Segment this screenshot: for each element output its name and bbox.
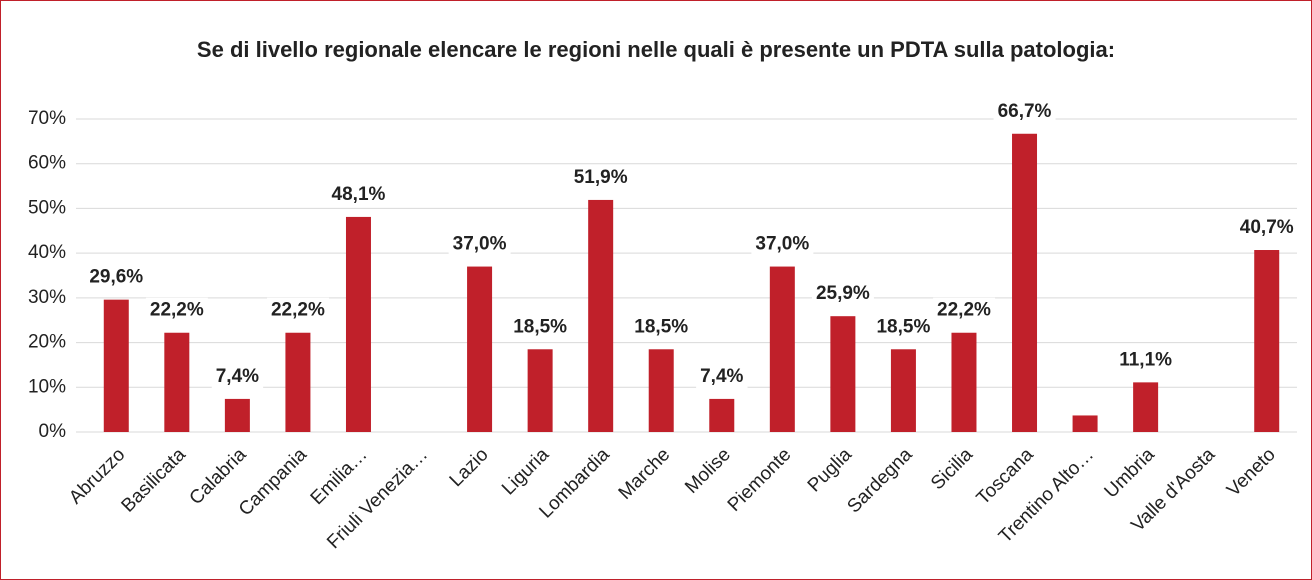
y-tick-label: 10%: [28, 376, 66, 397]
data-label-background: [1235, 215, 1298, 241]
y-tick-label: 0%: [39, 421, 67, 442]
x-tick-label: Puglia: [804, 444, 857, 497]
x-tick-label: Liguria: [498, 444, 553, 499]
data-label-background: [448, 231, 511, 257]
x-tick-label: Basilicata: [118, 444, 191, 517]
bar: [648, 349, 674, 432]
y-tick-label: 50%: [28, 197, 66, 218]
data-label: 22,2%: [150, 300, 204, 321]
x-tick-label: Umbria: [1101, 444, 1159, 502]
data-label: 66,7%: [998, 101, 1052, 122]
data-label-background: [811, 281, 874, 307]
data-label-background: [751, 231, 814, 257]
data-label-background: [630, 314, 693, 340]
data-label: 22,2%: [271, 300, 325, 321]
x-tick-label: Sardegna: [843, 444, 916, 517]
bar: [467, 266, 493, 432]
y-tick-label: 40%: [28, 242, 66, 263]
data-label: 18,5%: [634, 316, 688, 337]
data-label: 29,6%: [89, 267, 143, 288]
x-tick-label: Marche: [615, 444, 675, 504]
x-tick-label: Molise: [681, 444, 735, 498]
data-label-background: [872, 314, 935, 340]
data-label: 37,0%: [755, 234, 809, 255]
data-label-background: [85, 264, 148, 290]
y-tick-label: 70%: [28, 108, 66, 129]
x-tick-label: Lazio: [446, 444, 493, 491]
bar: [164, 332, 190, 432]
data-label: 18,5%: [513, 316, 567, 337]
data-label-background: [696, 363, 748, 389]
data-label: 22,2%: [937, 300, 991, 321]
data-label-background: [933, 297, 996, 323]
y-tick-label: 30%: [28, 287, 66, 308]
data-label-background: [509, 314, 572, 340]
data-label: 7,4%: [216, 366, 259, 387]
bar: [1254, 250, 1280, 432]
bar: [709, 398, 735, 432]
data-label: 18,5%: [876, 316, 930, 337]
data-label: 25,9%: [816, 283, 870, 304]
data-label: 7,4%: [700, 366, 743, 387]
bar: [345, 216, 371, 432]
bar: [1012, 133, 1038, 432]
y-tick-label: 20%: [28, 332, 66, 353]
bar: [103, 299, 129, 432]
x-tick-label: Piemonte: [724, 444, 796, 516]
data-label: 48,1%: [332, 184, 386, 205]
data-label-background: [266, 297, 329, 323]
data-label: 40,7%: [1240, 217, 1294, 238]
chart-title: Se di livello regionale elencare le regi…: [196, 37, 1116, 62]
data-label-background: [1115, 347, 1177, 373]
bar: [769, 266, 795, 432]
data-label-background: [211, 363, 264, 389]
bar: [588, 199, 614, 432]
data-label-background: [569, 164, 632, 190]
data-label: 11,1%: [1119, 349, 1172, 370]
bar: [1133, 382, 1159, 432]
data-label: 37,0%: [453, 234, 507, 255]
x-tick-label: Sicilia: [927, 444, 977, 494]
bar: [951, 332, 977, 432]
data-label-background: [327, 181, 390, 207]
x-tick-label: Veneto: [1223, 444, 1280, 501]
bar: [224, 398, 250, 432]
bar: [890, 349, 916, 432]
bar: [285, 332, 311, 432]
data-label-background: [145, 297, 208, 323]
data-label-background: [993, 98, 1056, 124]
bar: [830, 316, 856, 432]
data-label: 51,9%: [574, 167, 628, 188]
bar: [1072, 415, 1098, 432]
y-tick-label: 60%: [28, 153, 66, 174]
bar: [527, 349, 553, 432]
